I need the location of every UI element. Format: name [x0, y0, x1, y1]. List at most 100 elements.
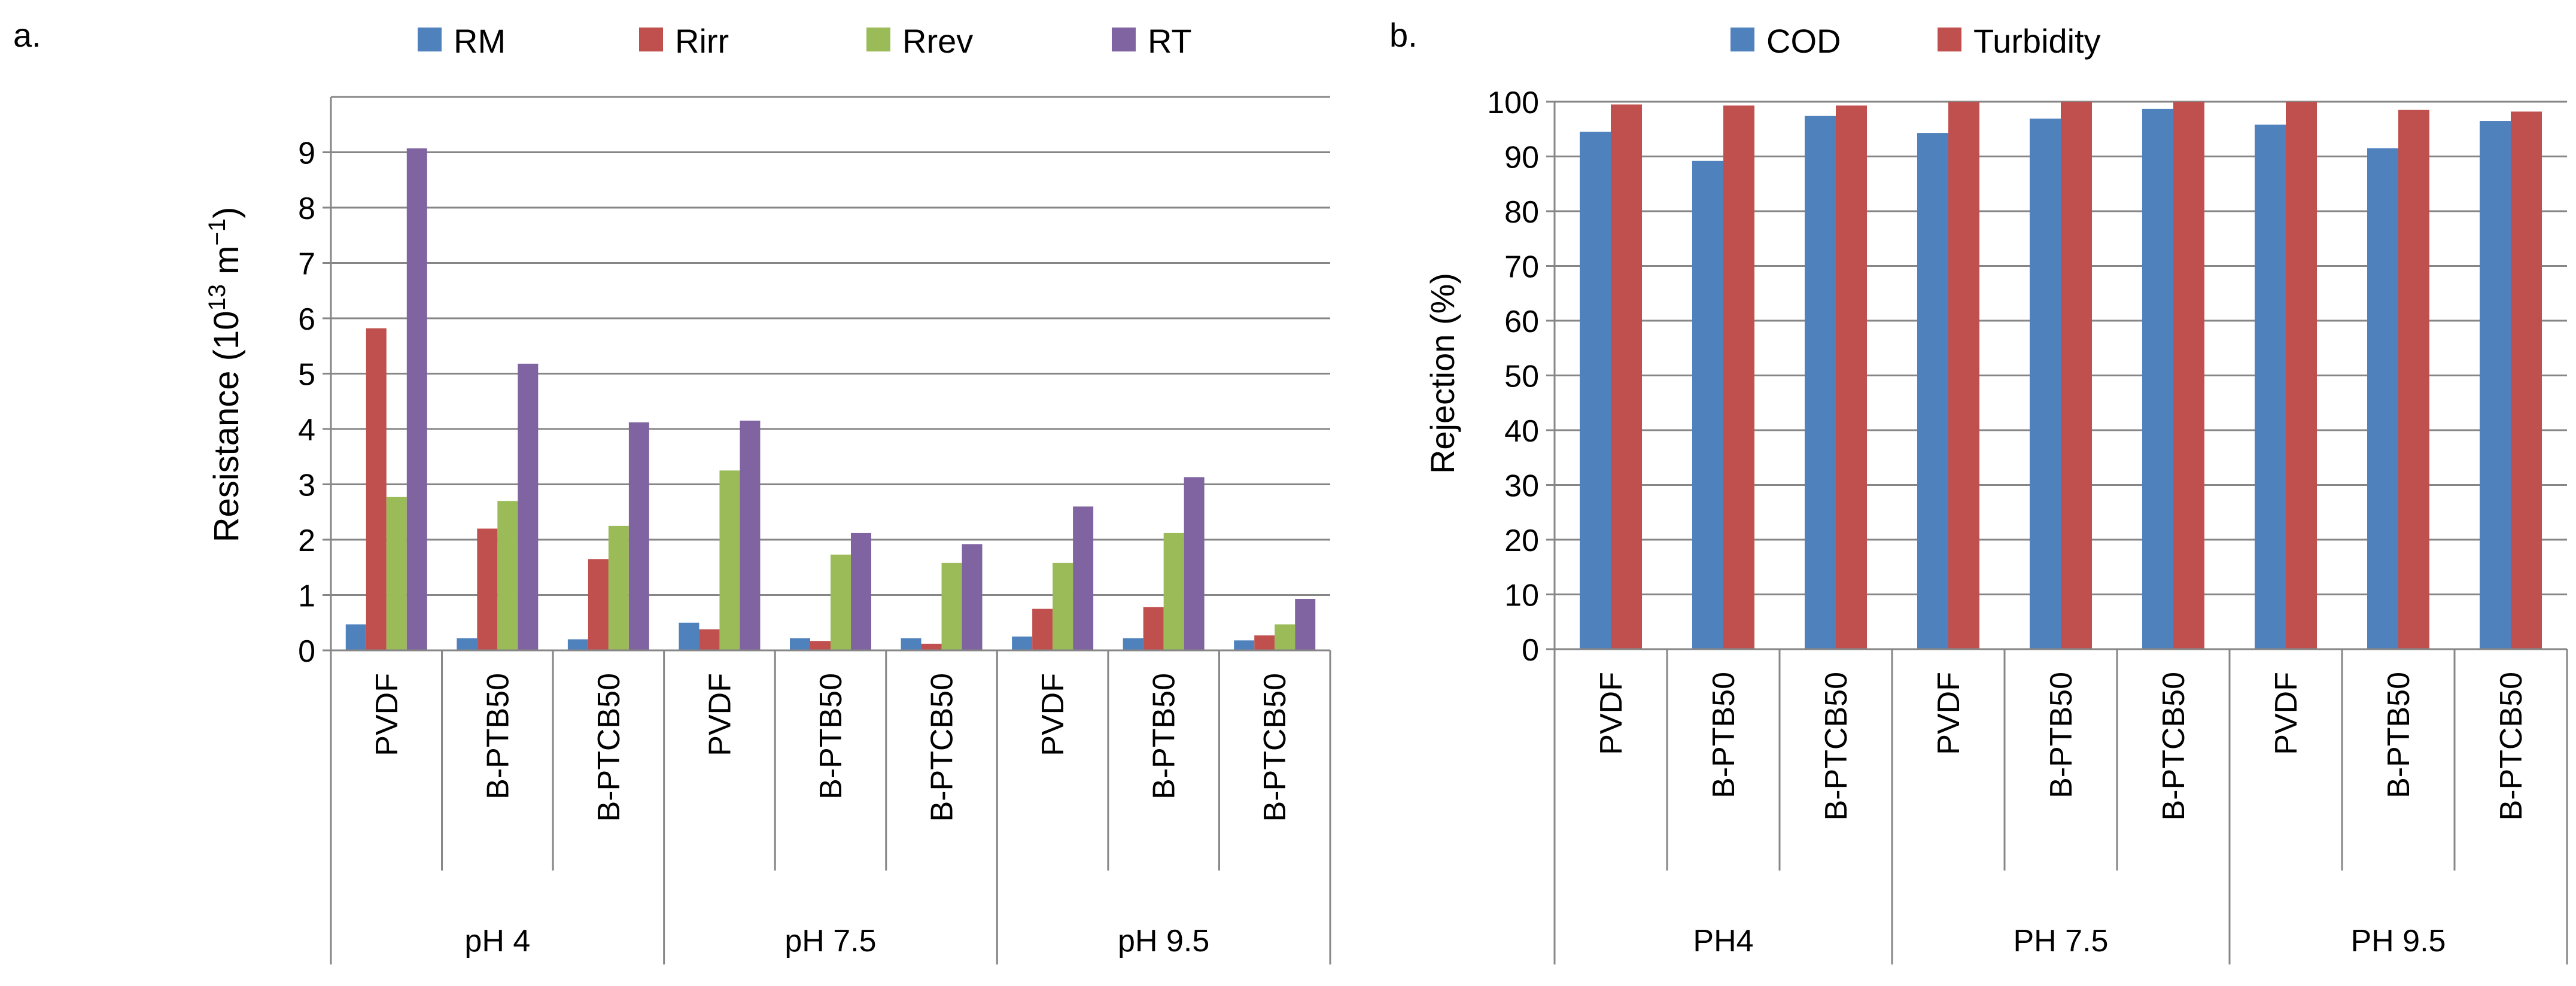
- bar-rm: [1123, 638, 1143, 650]
- y-axis-label-part: Resistance (10: [207, 311, 246, 543]
- legend-label-rt: RT: [1148, 22, 1192, 60]
- y-tick-label: 60: [1504, 305, 1539, 339]
- bar-turbidity: [1611, 104, 1642, 649]
- bar-turbidity: [2398, 109, 2429, 650]
- legend-label-rirr: Rirr: [675, 22, 729, 60]
- bar-turbidity: [2061, 102, 2092, 649]
- y-axis-label-part: m: [207, 246, 246, 284]
- x-group-label: pH 4: [464, 924, 530, 958]
- y-tick-label: 6: [298, 302, 315, 337]
- bar-rm: [1234, 640, 1255, 650]
- y-axis-label-part: ): [207, 207, 246, 218]
- y-tick-label: 7: [298, 247, 315, 282]
- bar-cod: [2255, 124, 2286, 649]
- x-category-label: B-PTB50: [2382, 672, 2416, 798]
- x-category-label: B-PTCB50: [1258, 673, 1292, 822]
- x-category-label: B-PTB50: [480, 673, 515, 799]
- panel-a-label: a.: [13, 16, 41, 54]
- x-group-label: PH4: [1693, 924, 1753, 958]
- legend-label-cod: COD: [1766, 22, 1841, 60]
- bar-rt: [740, 421, 761, 650]
- bar-rm: [457, 638, 478, 650]
- y-tick-label: 5: [298, 358, 315, 392]
- bar-turbidity: [2286, 102, 2317, 649]
- bar-rm: [679, 622, 699, 650]
- y-axis-label-part: 13: [204, 284, 230, 311]
- x-category-label: PVDF: [1036, 673, 1070, 756]
- legend-swatch-rirr: [639, 28, 663, 51]
- y-axis-label: Resistance (1013 m−1): [204, 207, 246, 543]
- bar-rt: [406, 148, 427, 650]
- bar-rrev: [719, 470, 740, 650]
- x-category-label: PVDF: [702, 673, 737, 756]
- bar-rm: [567, 639, 588, 650]
- bar-turbidity: [2511, 111, 2542, 650]
- y-tick-label: 70: [1504, 250, 1539, 285]
- bar-rirr: [1254, 635, 1275, 650]
- x-category-label: B-PTCB50: [925, 673, 960, 822]
- bar-rrev: [608, 525, 629, 650]
- bar-rrev: [831, 554, 851, 650]
- x-category-label: B-PTCB50: [592, 673, 626, 822]
- panel-b-label: b.: [1389, 16, 1418, 54]
- x-category-label: PVDF: [2269, 672, 2304, 755]
- bar-rirr: [921, 643, 942, 650]
- bar-rirr: [588, 559, 609, 650]
- y-tick-label: 10: [1504, 579, 1539, 613]
- bar-rt: [1073, 506, 1094, 650]
- y-tick-label: 9: [298, 136, 315, 171]
- bar-rt: [1184, 477, 1205, 650]
- bar-rirr: [810, 641, 831, 650]
- y-axis-label-part: −1: [204, 218, 230, 246]
- x-category-label: B-PTCB50: [1819, 672, 1854, 821]
- legend-label-rrev: Rrev: [902, 22, 973, 60]
- y-tick-label: 90: [1504, 141, 1539, 175]
- x-group-label: PH 9.5: [2351, 924, 2446, 958]
- y-tick-label: 3: [298, 468, 315, 503]
- x-category-label: B-PTCB50: [2157, 672, 2191, 821]
- y-tick-label: 2: [298, 524, 315, 558]
- bar-rirr: [699, 629, 720, 650]
- legend-swatch-rt: [1112, 28, 1136, 51]
- bar-turbidity: [1723, 105, 1754, 649]
- y-tick-label: 1: [298, 579, 315, 614]
- bar-turbidity: [2173, 102, 2204, 649]
- x-group-label: pH 7.5: [784, 924, 876, 958]
- bar-rm: [790, 638, 810, 650]
- bar-cod: [1917, 133, 1948, 649]
- bar-cod: [2030, 118, 2061, 650]
- bar-cod: [2480, 121, 2511, 649]
- bar-rirr: [1032, 608, 1053, 650]
- bar-rirr: [366, 328, 387, 650]
- y-axis-label: Rejection (%): [1424, 273, 1461, 474]
- y-tick-label: 80: [1504, 195, 1539, 230]
- legend-swatch-rm: [418, 28, 442, 51]
- bar-cod: [2142, 108, 2173, 649]
- bar-rt: [1295, 598, 1316, 650]
- bar-rrev: [497, 501, 518, 650]
- x-category-label: B-PTB50: [2044, 672, 2079, 798]
- bar-rrev: [1053, 562, 1073, 650]
- bar-rirr: [477, 528, 498, 650]
- bar-rrev: [941, 562, 962, 650]
- bar-rt: [518, 363, 539, 650]
- y-tick-label: 0: [298, 634, 315, 669]
- y-tick-label: 40: [1504, 414, 1539, 449]
- bar-cod: [1692, 160, 1723, 649]
- bar-rirr: [1143, 607, 1164, 650]
- bar-rrev: [1275, 624, 1295, 650]
- y-tick-label: 50: [1504, 360, 1539, 394]
- bar-rm: [345, 624, 366, 650]
- x-category-label: B-PTB50: [814, 673, 848, 799]
- legend-swatch-cod: [1730, 28, 1754, 51]
- x-category-label: PVDF: [370, 673, 405, 756]
- y-tick-label: 0: [1522, 633, 1539, 668]
- bar-rt: [851, 532, 871, 650]
- y-tick-label: 4: [298, 413, 315, 448]
- x-category-label: B-PTB50: [1147, 673, 1182, 799]
- x-category-label: B-PTCB50: [2494, 672, 2529, 821]
- y-tick-label: 100: [1487, 86, 1539, 120]
- y-tick-label: 20: [1504, 524, 1539, 558]
